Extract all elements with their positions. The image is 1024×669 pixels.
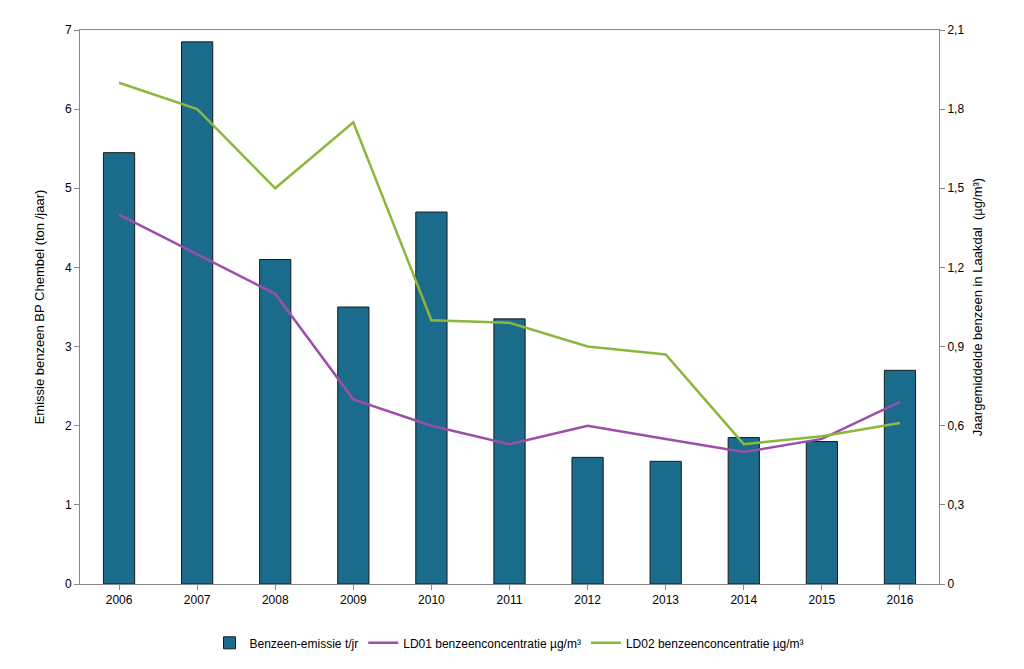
svg-text:Benzeen-emissie t/jr: Benzeen-emissie t/jr (250, 637, 359, 651)
svg-text:2010: 2010 (418, 593, 445, 607)
svg-text:2012: 2012 (574, 593, 601, 607)
svg-text:Jaargemiddelde benzeen in Laak: Jaargemiddelde benzeen in Laakdal (µg/m³… (970, 178, 985, 436)
svg-text:0,3: 0,3 (947, 498, 964, 512)
svg-text:Emissie benzeen BP Chembel (to: Emissie benzeen BP Chembel (ton /jaar) (32, 190, 47, 425)
svg-text:LD01 benzeenconcentratie µg/m³: LD01 benzeenconcentratie µg/m³ (403, 637, 581, 651)
svg-text:2013: 2013 (652, 593, 679, 607)
svg-text:2016: 2016 (887, 593, 914, 607)
svg-text:0: 0 (65, 577, 72, 591)
svg-text:6: 6 (65, 102, 72, 116)
svg-text:2,1: 2,1 (947, 23, 964, 37)
svg-text:1: 1 (65, 498, 72, 512)
svg-text:0,9: 0,9 (947, 340, 964, 354)
svg-text:5: 5 (65, 181, 72, 195)
svg-text:2011: 2011 (497, 593, 523, 607)
svg-text:3: 3 (65, 340, 72, 354)
svg-text:1,2: 1,2 (947, 261, 964, 275)
svg-text:0: 0 (947, 577, 954, 591)
svg-text:2014: 2014 (730, 593, 757, 607)
svg-text:1,5: 1,5 (947, 181, 964, 195)
svg-text:7: 7 (65, 23, 72, 37)
svg-text:LD02 benzeenconcentratie µg/m³: LD02 benzeenconcentratie µg/m³ (626, 637, 804, 651)
svg-text:2009: 2009 (340, 593, 367, 607)
svg-text:0,6: 0,6 (947, 419, 964, 433)
svg-text:2008: 2008 (262, 593, 289, 607)
svg-text:4: 4 (65, 261, 72, 275)
svg-text:1,8: 1,8 (947, 102, 964, 116)
svg-text:2015: 2015 (809, 593, 836, 607)
svg-text:2007: 2007 (184, 593, 211, 607)
svg-text:2006: 2006 (106, 593, 133, 607)
svg-text:2: 2 (65, 419, 72, 433)
